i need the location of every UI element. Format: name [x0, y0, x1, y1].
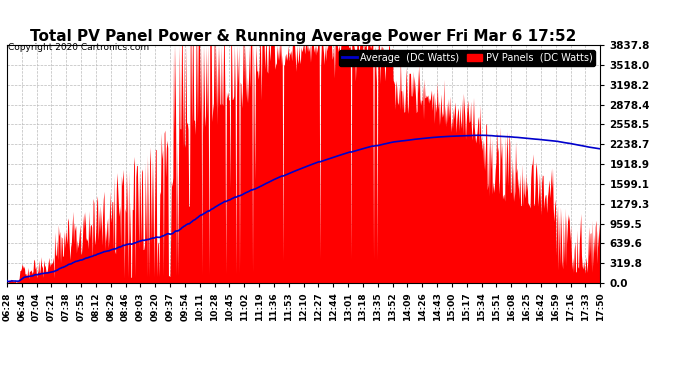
- Legend: Average  (DC Watts), PV Panels  (DC Watts): Average (DC Watts), PV Panels (DC Watts): [339, 50, 595, 66]
- Title: Total PV Panel Power & Running Average Power Fri Mar 6 17:52: Total PV Panel Power & Running Average P…: [30, 29, 577, 44]
- Text: Copyright 2020 Cartronics.com: Copyright 2020 Cartronics.com: [8, 43, 150, 52]
